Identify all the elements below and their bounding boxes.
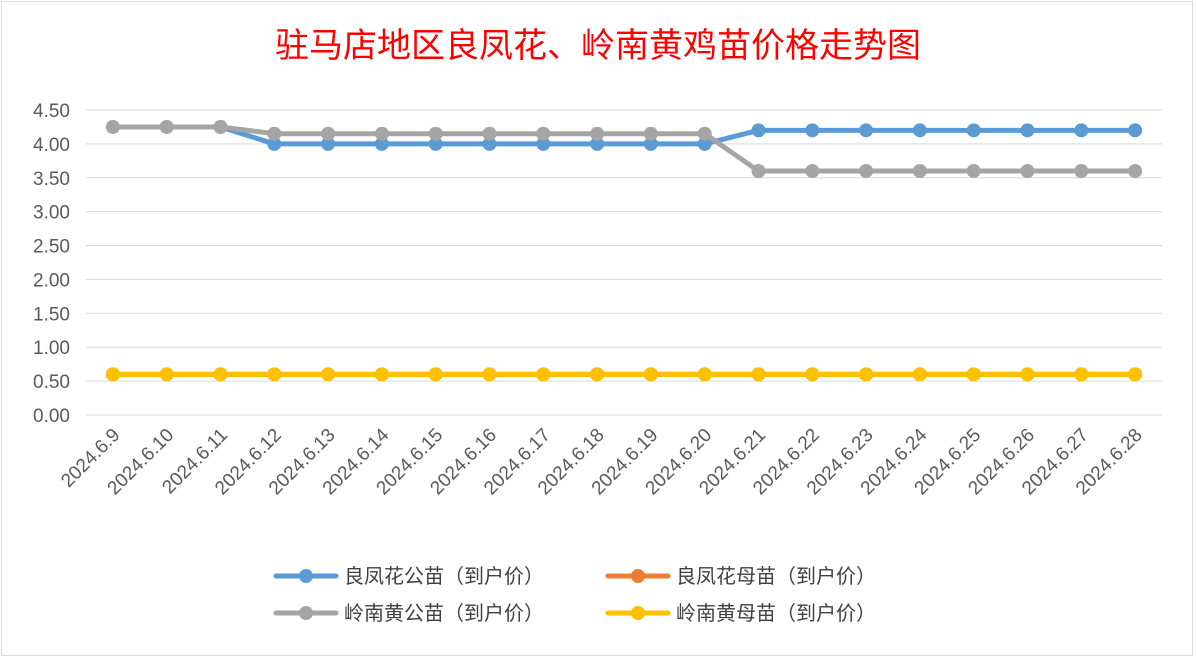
data-point xyxy=(1074,164,1089,178)
data-point xyxy=(859,367,874,382)
data-point xyxy=(321,367,336,382)
y-tick-label: 3.00 xyxy=(33,203,70,224)
legend-marker xyxy=(631,569,645,583)
data-point xyxy=(697,126,712,141)
y-tick-label: 1.50 xyxy=(33,304,70,325)
data-point xyxy=(536,136,551,151)
data-point xyxy=(1020,123,1035,138)
data-point xyxy=(590,367,605,382)
data-point xyxy=(859,164,874,178)
data-point xyxy=(482,136,497,151)
data-point xyxy=(590,136,605,151)
data-point xyxy=(105,367,120,382)
data-point xyxy=(536,367,551,382)
data-point xyxy=(697,367,712,382)
data-point xyxy=(966,123,981,138)
data-point xyxy=(643,136,658,151)
data-point xyxy=(482,367,497,382)
data-point xyxy=(428,126,443,141)
data-point xyxy=(805,123,820,138)
series-line-0 xyxy=(110,124,1138,147)
data-point xyxy=(374,126,389,141)
data-point xyxy=(267,136,282,151)
data-point xyxy=(213,119,228,134)
data-point xyxy=(1074,123,1089,138)
legend-marker xyxy=(299,606,313,620)
data-point xyxy=(966,367,981,382)
legend-label: 岭南黄公苗（到户价） xyxy=(344,601,544,625)
data-point xyxy=(751,164,766,178)
data-point xyxy=(590,126,605,141)
y-tick-label: 0.50 xyxy=(33,372,70,393)
data-point xyxy=(428,136,443,151)
data-point xyxy=(321,126,336,141)
data-point xyxy=(697,136,712,151)
legend-label: 岭南黄母苗（到户价） xyxy=(676,601,876,625)
data-point xyxy=(428,367,443,382)
data-point xyxy=(213,367,228,382)
series-line-2 xyxy=(110,124,1138,174)
data-point xyxy=(482,126,497,141)
data-point xyxy=(859,123,874,138)
data-point xyxy=(159,367,174,382)
data-point xyxy=(1074,367,1089,382)
data-point xyxy=(267,367,282,382)
data-point xyxy=(643,367,658,382)
legend-label: 良凤花公苗（到户价） xyxy=(344,564,544,588)
data-point xyxy=(805,164,820,178)
y-tick-label: 3.50 xyxy=(33,169,70,190)
data-point xyxy=(751,367,766,382)
legend-marker xyxy=(299,569,313,583)
data-point xyxy=(912,367,927,382)
data-point xyxy=(1020,367,1035,382)
chart-title: 驻马店地区良凤花、岭南黄鸡苗价格走势图 xyxy=(275,26,921,66)
data-point xyxy=(643,126,658,141)
data-point xyxy=(912,123,927,138)
data-point xyxy=(1128,123,1143,138)
y-tick-label: 1.00 xyxy=(33,338,70,359)
y-tick-label: 4.00 xyxy=(33,135,70,156)
data-point xyxy=(805,367,820,382)
legend-label: 良凤花母苗（到户价） xyxy=(676,564,876,588)
data-point xyxy=(912,164,927,178)
data-point xyxy=(1128,367,1143,382)
y-tick-label: 2.50 xyxy=(33,237,70,258)
data-point xyxy=(966,164,981,178)
data-point xyxy=(105,119,120,134)
data-point xyxy=(751,123,766,138)
data-point xyxy=(159,119,174,134)
data-point xyxy=(267,126,282,141)
data-point xyxy=(1128,164,1143,178)
data-point xyxy=(321,136,336,151)
data-point xyxy=(1020,164,1035,178)
y-tick-label: 4.50 xyxy=(33,101,70,122)
data-point xyxy=(374,367,389,382)
legend-marker xyxy=(631,606,645,620)
data-point xyxy=(536,126,551,141)
data-point xyxy=(374,136,389,151)
y-tick-label: 2.00 xyxy=(33,270,70,291)
y-tick-label: 0.00 xyxy=(33,406,70,427)
